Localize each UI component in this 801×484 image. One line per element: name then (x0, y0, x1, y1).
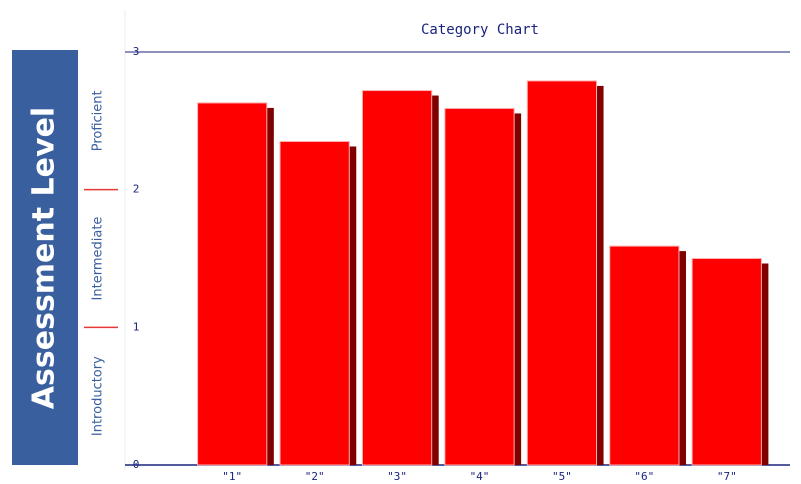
y-tick-label: 1 (133, 320, 140, 333)
bar (361, 90, 433, 466)
bar (279, 140, 350, 466)
bar (526, 80, 598, 466)
x-tick-label: "6" (634, 470, 654, 483)
x-tick-label: "1" (222, 470, 242, 483)
y-tick-label: 2 (133, 183, 140, 196)
y-tick-label: 3 (133, 45, 140, 58)
y-tick-label: 0 (133, 458, 140, 471)
level-label: Introductory (91, 356, 106, 436)
level-label: Proficient (91, 90, 106, 151)
x-tick-label: "2" (305, 470, 325, 483)
bar (197, 102, 268, 466)
y-panel (12, 50, 78, 465)
bar (609, 245, 680, 466)
y-panel-label: Assessment Level (27, 107, 62, 409)
bar (444, 107, 515, 466)
bar (691, 258, 762, 466)
x-tick-label: "4" (470, 470, 490, 483)
x-tick-label: "7" (717, 470, 737, 483)
x-tick-label: "3" (387, 470, 407, 483)
chart-title: Category Chart (421, 22, 539, 38)
level-label: Intermediate (91, 217, 106, 301)
x-tick-label: "5" (552, 470, 572, 483)
